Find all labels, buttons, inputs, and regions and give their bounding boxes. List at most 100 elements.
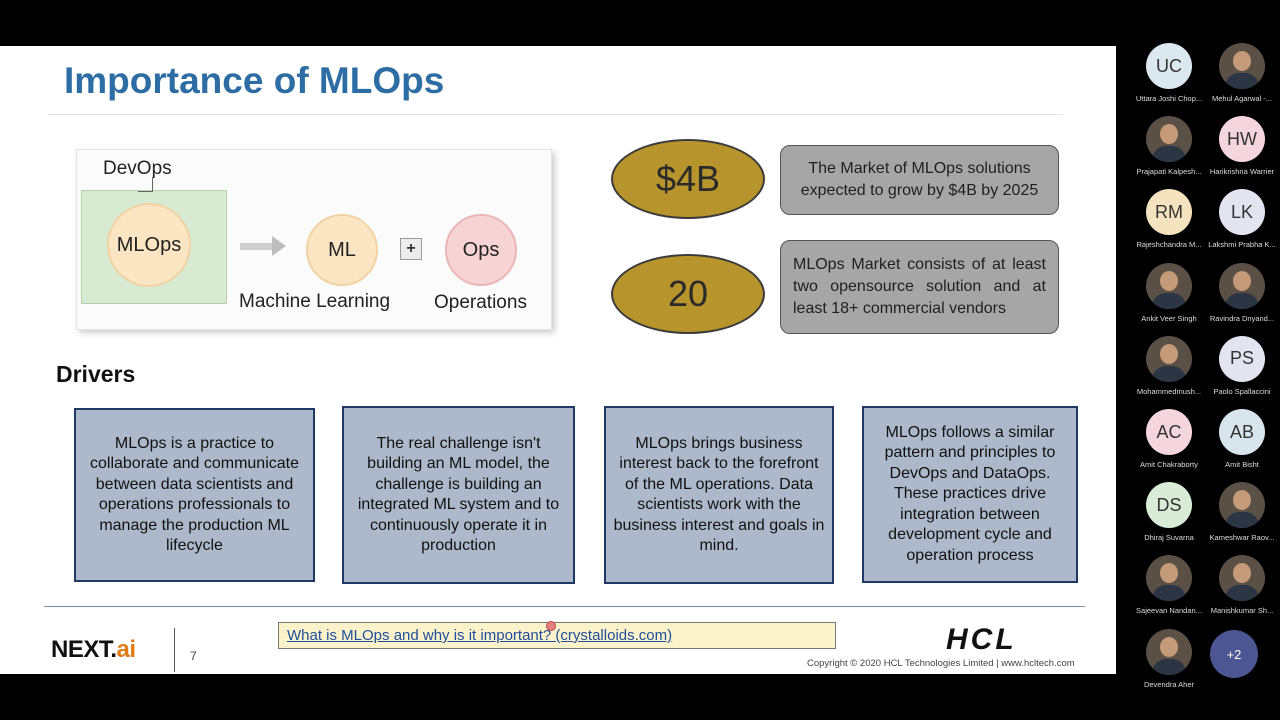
plus-icon: + [400,238,422,260]
participant-tile[interactable]: AC Amit Chakraborty [1132,409,1204,479]
participant-tile[interactable]: Mohammedmush... [1132,335,1204,406]
ml-circle: ML [306,214,378,286]
participant-tile[interactable]: Mehul Agarwal -... [1205,43,1277,113]
participant-name: Lakshmi Prabha K... [1208,240,1276,250]
participant-avatar: DS [1146,482,1192,529]
machine-learning-caption: Machine Learning [239,291,391,312]
participant-avatar [1146,116,1192,163]
avatar-body-shape [1225,292,1259,309]
participant-name: Paolo Spallaccini [1213,386,1271,396]
participant-avatar [1219,482,1265,529]
driver-card: The real challenge isn't building an ML … [342,406,575,584]
participant-name: Manishkumar Sh... [1210,606,1274,616]
logo-ai-text: ai [116,636,137,663]
next-ai-logo: NEXT.ai [51,636,136,664]
participant-avatar [1219,555,1265,602]
presentation-slide: Importance of MLOps DevOps MLOps ML + Op… [0,46,1116,674]
logo-next-text: NEXT. [51,636,117,663]
participant-name: Sajeevan Nandan... [1136,606,1202,616]
hcl-logo: HCL [946,623,1017,656]
participant-avatar [1146,335,1192,382]
avatar-head-shape [1233,563,1251,584]
driver-card: MLOps brings business interest back to t… [604,406,834,584]
arrow-right-icon [240,243,272,250]
participant-name: Harikrishna Warrier [1209,167,1275,177]
participant-avatar: UC [1146,43,1192,89]
participant-name: Prajapati Kalpesh... [1136,167,1202,177]
arrow-head-icon [272,236,286,256]
participant-tile[interactable]: AB Amit Bisht [1205,409,1277,479]
avatar-body-shape [1152,292,1186,309]
slide-title: Importance of MLOps [64,60,445,101]
stat-text-vendors: MLOps Market consists of at least two op… [780,240,1059,334]
participant-avatar [1219,43,1265,89]
reference-link[interactable]: What is MLOps and why is it important? (… [278,622,836,649]
participant-tile[interactable]: Ankit Veer Singh [1132,262,1204,333]
avatar-head-shape [1233,490,1251,511]
more-participants-button[interactable]: +2 [1210,630,1258,678]
driver-card: MLOps follows a similar pattern and prin… [862,406,1078,583]
participant-name: Dhiraj Suvarna [1144,533,1194,543]
drivers-heading: Drivers [56,361,136,387]
participant-tile[interactable]: PS Paolo Spallaccini [1205,335,1277,406]
participant-name: Amit Bisht [1225,460,1259,469]
avatar-body-shape [1225,73,1259,89]
participant-name: Kameshwar Raov... [1209,533,1275,543]
avatar-body-shape [1225,585,1259,602]
avatar-body-shape [1152,365,1186,382]
participant-tile[interactable]: UC Uttara Joshi Chop... [1132,43,1204,113]
participant-avatar: PS [1219,335,1265,382]
participant-name: Ravindra Dnyand... [1209,313,1275,323]
participant-name: Mohammedmush... [1136,386,1202,396]
participant-tile[interactable]: Kameshwar Raov... [1205,482,1277,552]
footer-divider [44,606,1085,607]
participant-avatar [1219,262,1265,309]
operations-caption: Operations [434,292,527,313]
page-number: 7 [190,649,197,663]
participant-tile[interactable]: Manishkumar Sh... [1205,555,1277,625]
participant-avatar: HW [1219,116,1265,163]
mlops-diagram: DevOps MLOps ML + Ops Machine Learning O… [76,149,552,330]
stat-oval-market: $4B [611,139,765,219]
avatar-body-shape [1152,146,1186,163]
avatar-head-shape [1233,270,1251,291]
participant-avatar [1146,262,1192,309]
avatar-head-shape [1160,343,1178,364]
participant-avatar: LK [1219,189,1265,236]
participant-name: Mehul Agarwal -... [1211,94,1273,103]
avatar-head-shape [1160,636,1178,657]
participant-tile[interactable]: Prajapati Kalpesh... [1132,116,1204,186]
avatar-head-shape [1160,124,1178,145]
stat-oval-vendors: 20 [611,254,765,334]
participant-name: Amit Chakraborty [1140,460,1198,469]
participant-name: Devendra Aher [1143,679,1195,689]
participant-tile[interactable]: RM Rajeshchandra M... [1132,189,1204,259]
footer-separator [174,628,175,672]
participant-tile[interactable]: Ravindra Dnyand... [1205,262,1277,333]
participant-avatar [1146,555,1192,602]
participant-tile[interactable]: DS Dhiraj Suvarna [1132,482,1204,552]
participant-tile[interactable]: Devendra Aher [1132,628,1204,699]
laser-pointer-icon [546,621,556,631]
participant-avatar: RM [1146,189,1192,236]
copyright-text: Copyright © 2020 HCL Technologies Limite… [807,658,1075,669]
participant-avatar: AC [1146,409,1192,455]
participant-tile[interactable]: HW Harikrishna Warrier [1205,116,1277,186]
avatar-head-shape [1160,270,1178,291]
title-divider [48,114,1063,115]
participant-name: Ankit Veer Singh [1141,313,1197,323]
devops-label: DevOps [103,158,172,179]
participant-avatar: AB [1219,409,1265,455]
participant-tile[interactable]: Sajeevan Nandan... [1132,555,1204,625]
participant-avatar [1146,628,1192,675]
avatar-body-shape [1152,585,1186,602]
participant-name: Uttara Joshi Chop... [1135,94,1203,103]
avatar-head-shape [1233,51,1251,71]
avatar-head-shape [1160,563,1178,584]
stat-text-market: The Market of MLOps solutions expected t… [780,145,1059,215]
participant-tile[interactable]: LK Lakshmi Prabha K... [1205,189,1277,259]
participant-name: Rajeshchandra M... [1136,240,1202,250]
driver-card: MLOps is a practice to collaborate and c… [74,408,315,582]
ops-circle: Ops [445,214,517,286]
avatar-body-shape [1152,658,1186,675]
